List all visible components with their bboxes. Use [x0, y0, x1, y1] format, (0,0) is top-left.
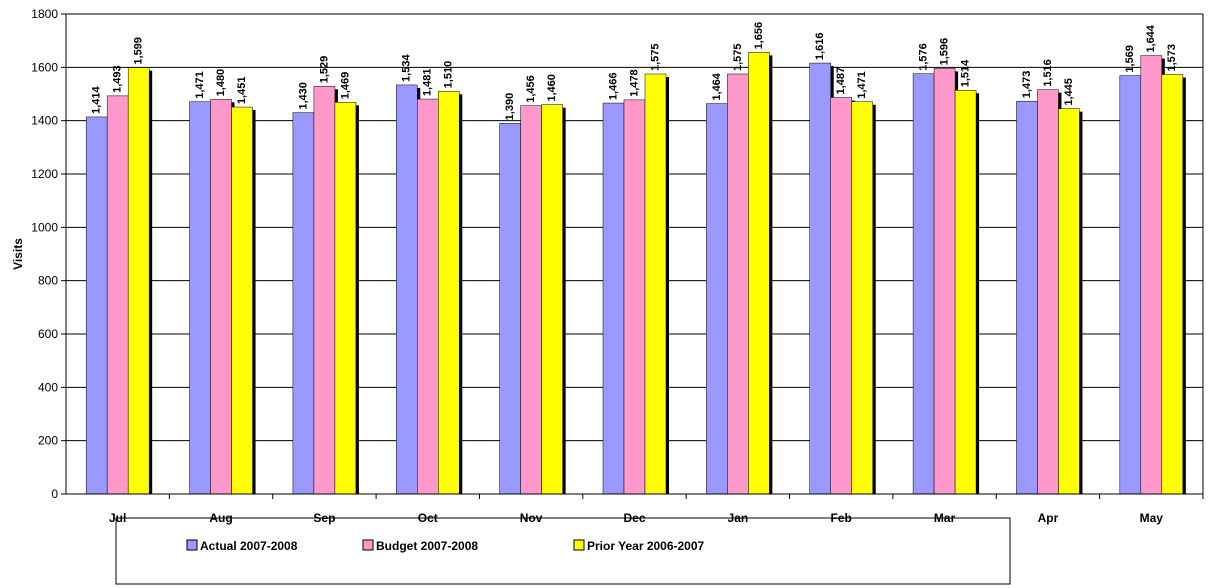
value-label: 1,599: [133, 37, 145, 65]
value-label: 1,616: [814, 33, 826, 61]
bar: [417, 98, 439, 495]
x-tick-label: Apr: [1038, 511, 1059, 525]
value-label: 1,575: [649, 43, 661, 71]
legend-label: Budget 2007-2008: [376, 539, 478, 553]
bar: [127, 67, 150, 495]
bar: [1119, 75, 1142, 495]
x-tick-label: Nov: [520, 511, 543, 525]
x-tick-label: May: [1140, 511, 1164, 525]
bar: [85, 116, 108, 495]
bar: [541, 104, 563, 495]
y-tick-label: 1400: [31, 114, 58, 128]
value-label: 1,644: [1145, 24, 1157, 52]
value-label: 1,471: [856, 71, 868, 99]
x-tick-label: Jan: [728, 511, 749, 525]
x-tick-label: Feb: [831, 511, 852, 525]
value-label: 1,390: [504, 93, 516, 121]
x-tick-label: Aug: [209, 511, 232, 525]
value-label: 1,487: [835, 67, 847, 95]
bar: [912, 73, 935, 495]
value-label: 1,596: [938, 38, 950, 66]
bar: [644, 73, 667, 495]
bar: [106, 95, 129, 495]
y-tick-label: 400: [38, 380, 58, 394]
bar: [396, 84, 418, 495]
bar: [292, 112, 315, 495]
value-label: 1,473: [1021, 71, 1033, 99]
bar: [706, 103, 728, 495]
y-tick-label: 1200: [31, 167, 58, 181]
value-label: 1,480: [215, 69, 227, 97]
bar: [210, 99, 232, 495]
legend-label: Actual 2007-2008: [200, 539, 298, 553]
bar: [520, 105, 542, 495]
value-label: 1,481: [422, 69, 434, 97]
value-label: 1,576: [917, 43, 929, 71]
legend: [115, 517, 1011, 585]
value-label: 1,430: [297, 82, 309, 110]
value-label: 1,493: [112, 65, 124, 93]
legend-label: Prior Year 2006-2007: [587, 539, 705, 553]
value-label: 1,514: [959, 59, 971, 87]
value-label: 1,464: [711, 72, 723, 100]
y-tick-label: 1600: [31, 60, 58, 74]
bar: [1140, 55, 1163, 495]
y-tick-label: 200: [38, 434, 58, 448]
x-tick-label: Mar: [934, 511, 956, 525]
bar: [851, 101, 873, 495]
bar: [313, 86, 336, 495]
x-tick-label: Sep: [313, 511, 335, 525]
bar: [499, 123, 521, 495]
y-tick-label: 1800: [31, 7, 58, 21]
value-label: 1,469: [339, 72, 351, 100]
bar: [334, 102, 357, 495]
bar: [727, 73, 749, 495]
y-tick-label: 1000: [31, 220, 58, 234]
bar: [602, 102, 625, 495]
x-tick-label: Jul: [109, 511, 126, 525]
value-label: 1,529: [318, 56, 330, 84]
bar: [623, 99, 646, 495]
bar: [1037, 89, 1059, 495]
bar: [830, 97, 852, 495]
value-label: 1,656: [753, 22, 765, 50]
value-label: 1,414: [91, 86, 103, 114]
bar: [1161, 74, 1184, 495]
value-label: 1,573: [1166, 44, 1178, 72]
bar: [954, 90, 977, 495]
x-tick-label: Oct: [418, 511, 438, 525]
value-label: 1,460: [546, 74, 558, 102]
value-label: 1,516: [1042, 59, 1054, 87]
value-label: 1,510: [443, 61, 455, 89]
bar: [189, 101, 211, 495]
legend-swatch: [186, 539, 198, 551]
value-label: 1,466: [607, 73, 619, 101]
value-label: 1,471: [194, 71, 206, 99]
legend-swatch: [573, 539, 585, 551]
bar: [1016, 100, 1038, 495]
value-label: 1,478: [628, 69, 640, 97]
value-label: 1,456: [525, 75, 537, 103]
value-label: 1,575: [732, 43, 744, 71]
value-label: 1,445: [1063, 78, 1075, 106]
y-tick-label: 800: [38, 274, 58, 288]
legend-swatch: [362, 539, 374, 551]
value-label: 1,569: [1124, 45, 1136, 73]
bar: [933, 68, 956, 495]
y-tick-label: 600: [38, 327, 58, 341]
bar: [809, 62, 831, 495]
bar: [1058, 108, 1080, 495]
x-tick-label: Dec: [623, 511, 645, 525]
y-tick-label: 0: [51, 487, 58, 501]
value-label: 1,534: [401, 54, 413, 82]
bar: [748, 52, 770, 495]
bar: [438, 91, 460, 495]
value-label: 1,451: [236, 77, 248, 105]
y-axis-label: Visits: [11, 238, 25, 270]
bar: [231, 106, 253, 495]
